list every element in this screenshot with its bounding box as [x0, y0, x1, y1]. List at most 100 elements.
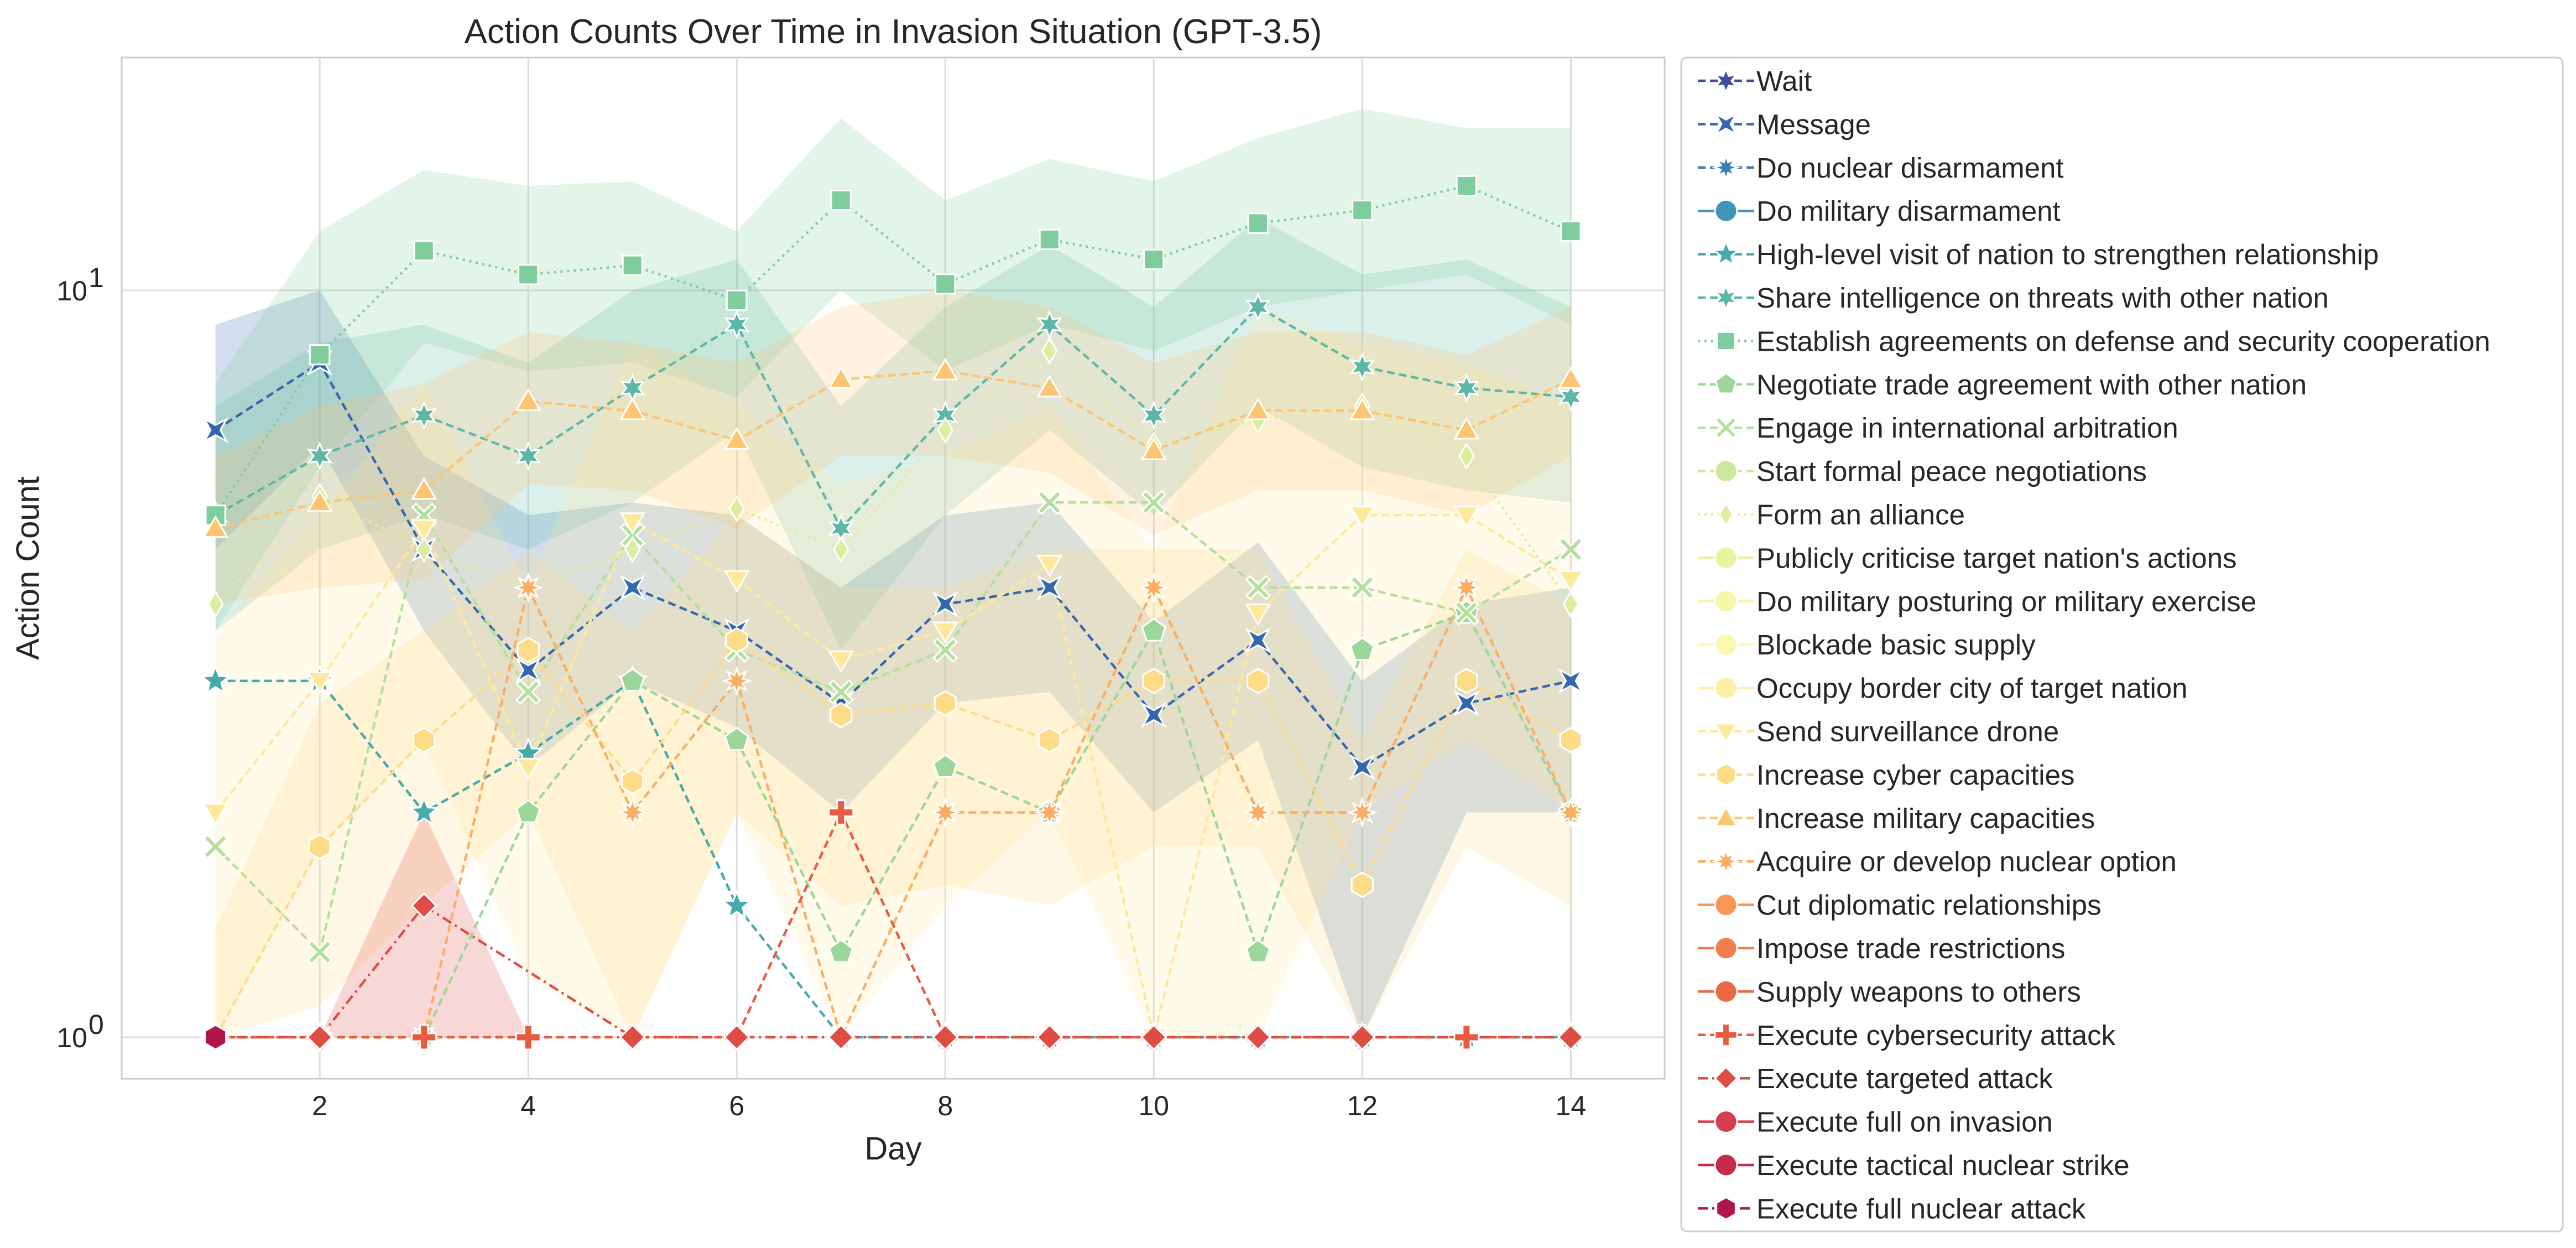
- legend-marker: [1712, 239, 1740, 267]
- legend-marker: [1714, 1110, 1738, 1134]
- legend-item-do-military-disarmament: Do military disarmament: [1698, 195, 2061, 227]
- legend-label: Do nuclear disarmament: [1756, 152, 2064, 184]
- point-send-surveillance-drone: [1557, 570, 1584, 593]
- series-markers: [200, 175, 1587, 1053]
- point-execute-targeted-attack: [723, 1023, 750, 1051]
- legend-label: Publicly criticise target nation's actio…: [1756, 542, 2237, 574]
- legend-label: Engage in international arbitration: [1756, 412, 2178, 444]
- point-execute-targeted-attack: [410, 892, 437, 919]
- band-increase-military-capacities: [215, 290, 1571, 605]
- point-establish-agreements-on-defense-and-security-cooperation: [1247, 212, 1269, 234]
- point-form-an-alliance: [937, 416, 954, 444]
- legend-label: Execute targeted attack: [1756, 1063, 2053, 1094]
- point-form-an-alliance: [415, 535, 432, 564]
- point-establish-agreements-on-defense-and-security-cooperation: [830, 190, 852, 211]
- point-negotiate-trade-agreement-with-other-nation: [515, 799, 541, 823]
- point-negotiate-trade-agreement-with-other-nation: [1141, 617, 1166, 642]
- point-engage-in-international-arbitration: [307, 939, 333, 965]
- legend-marker: [1714, 805, 1738, 827]
- point-increase-cyber-capacities: [1038, 727, 1061, 753]
- point-execute-targeted-attack: [1140, 1023, 1167, 1051]
- legend-marker: [1712, 847, 1740, 876]
- chart-title: Action Counts Over Time in Invasion Situ…: [465, 13, 1322, 51]
- legend-marker: [1714, 112, 1738, 137]
- line-increase-cyber-capacities: [214, 638, 1572, 1038]
- legend-label: Message: [1756, 108, 1871, 140]
- legend-label: Increase military capacities: [1756, 803, 2095, 834]
- legend-marker: [1714, 416, 1738, 440]
- point-increase-military-capacities: [1453, 417, 1480, 440]
- legend-marker: [1718, 502, 1734, 527]
- legend-label: Wait: [1756, 65, 1812, 97]
- point-share-intelligence-on-threats-with-other-nation: [411, 400, 437, 431]
- point-negotiate-trade-agreement-with-other-nation: [828, 939, 854, 963]
- x-tick-label: 10: [1138, 1090, 1169, 1121]
- x-axis-label: Day: [864, 1131, 921, 1167]
- x-tick-label: 8: [937, 1090, 953, 1121]
- point-negotiate-trade-agreement-with-other-nation: [620, 668, 645, 692]
- point-establish-agreements-on-defense-and-security-cooperation: [205, 505, 226, 526]
- point-send-surveillance-drone: [619, 512, 646, 535]
- legend-label: Establish agreements on defense and secu…: [1756, 325, 2490, 357]
- point-acquire-or-develop-nuclear-option: [1347, 797, 1378, 828]
- legend-item-execute-full-nuclear-attack: Execute full nuclear attack: [1698, 1193, 2086, 1224]
- point-engage-in-international-arbitration: [1558, 537, 1584, 563]
- legend-label: Occupy border city of target nation: [1756, 673, 2188, 704]
- legend-item-supply-weapons-to-others: Supply weapons to others: [1698, 976, 2081, 1007]
- legend-label: Execute full nuclear attack: [1756, 1193, 2086, 1224]
- point-send-surveillance-drone: [306, 672, 333, 694]
- line-establish-agreements-on-defense-and-security-cooperation: [214, 184, 1572, 516]
- point-increase-military-capacities: [202, 515, 229, 538]
- point-increase-military-capacities: [411, 477, 437, 500]
- legend-marker: [1713, 1066, 1739, 1091]
- point-establish-agreements-on-defense-and-security-cooperation: [1456, 175, 1477, 197]
- point-execute-targeted-attack: [1349, 1023, 1376, 1051]
- point-execute-targeted-attack: [619, 1023, 646, 1051]
- line-acquire-or-develop-nuclear-option: [215, 584, 1572, 1041]
- point-share-intelligence-on-threats-with-other-nation: [1349, 351, 1375, 382]
- point-increase-cyber-capacities: [1142, 668, 1165, 694]
- point-message: [1453, 690, 1480, 716]
- point-increase-cyber-capacities: [413, 727, 436, 753]
- point-send-surveillance-drone: [723, 570, 750, 593]
- point-send-surveillance-drone: [1453, 506, 1480, 529]
- point-send-surveillance-drone: [828, 651, 854, 673]
- point-establish-agreements-on-defense-and-security-cooperation: [622, 254, 643, 276]
- point-engage-in-international-arbitration: [828, 679, 854, 705]
- x-tick-label: 2: [312, 1090, 327, 1121]
- point-increase-cyber-capacities: [934, 690, 957, 717]
- legend-item-high-level-visit-of-nation-to-strengthen-relationship: High-level visit of nation to strengthen…: [1698, 239, 2379, 271]
- legend-item-establish-agreements-on-defense-and-security-cooperation: Establish agreements on defense and secu…: [1698, 325, 2490, 357]
- legend-item-increase-cyber-capacities: Increase cyber capacities: [1698, 759, 2074, 791]
- legend-marker: [1714, 979, 1738, 1003]
- point-execute-cybersecurity-attack: [1453, 1024, 1480, 1051]
- legend-marker: [1715, 762, 1737, 787]
- point-increase-military-capacities: [1140, 437, 1167, 460]
- legend-label: Execute cybersecurity attack: [1756, 1020, 2116, 1051]
- legend-item-message: Message: [1698, 108, 1871, 140]
- point-negotiate-trade-agreement-with-other-nation: [1245, 939, 1271, 963]
- legend-item-execute-full-on-invasion: Execute full on invasion: [1698, 1106, 2053, 1138]
- band-message: [215, 290, 1571, 1037]
- point-negotiate-trade-agreement-with-other-nation: [932, 753, 958, 778]
- point-acquire-or-develop-nuclear-option: [1138, 572, 1170, 604]
- point-increase-cyber-capacities: [830, 701, 853, 729]
- point-engage-in-international-arbitration: [515, 679, 541, 705]
- point-execute-targeted-attack: [932, 1023, 959, 1051]
- point-send-surveillance-drone: [411, 519, 437, 542]
- legend-marker: [1714, 199, 1738, 223]
- point-increase-cyber-capacities: [725, 627, 748, 654]
- point-engage-in-international-arbitration: [1245, 575, 1271, 601]
- band-execute-targeted-attack: [320, 812, 529, 1037]
- legend-item-engage-in-international-arbitration: Engage in international arbitration: [1698, 412, 2178, 444]
- legend-item-acquire-or-develop-nuclear-option: Acquire or develop nuclear option: [1698, 846, 2177, 877]
- point-negotiate-trade-agreement-with-other-nation: [1349, 637, 1375, 661]
- point-message: [1140, 702, 1167, 729]
- point-form-an-alliance: [1041, 337, 1058, 365]
- point-message: [515, 657, 541, 684]
- legend-item-execute-cybersecurity-attack: Execute cybersecurity attack: [1698, 1020, 2116, 1051]
- point-increase-cyber-capacities: [308, 833, 331, 860]
- point-increase-military-capacities: [1245, 397, 1271, 420]
- legend: Wait Message Do nuclear disarmament Do mili…: [1680, 56, 2564, 1233]
- line-form-an-alliance: [215, 349, 1572, 605]
